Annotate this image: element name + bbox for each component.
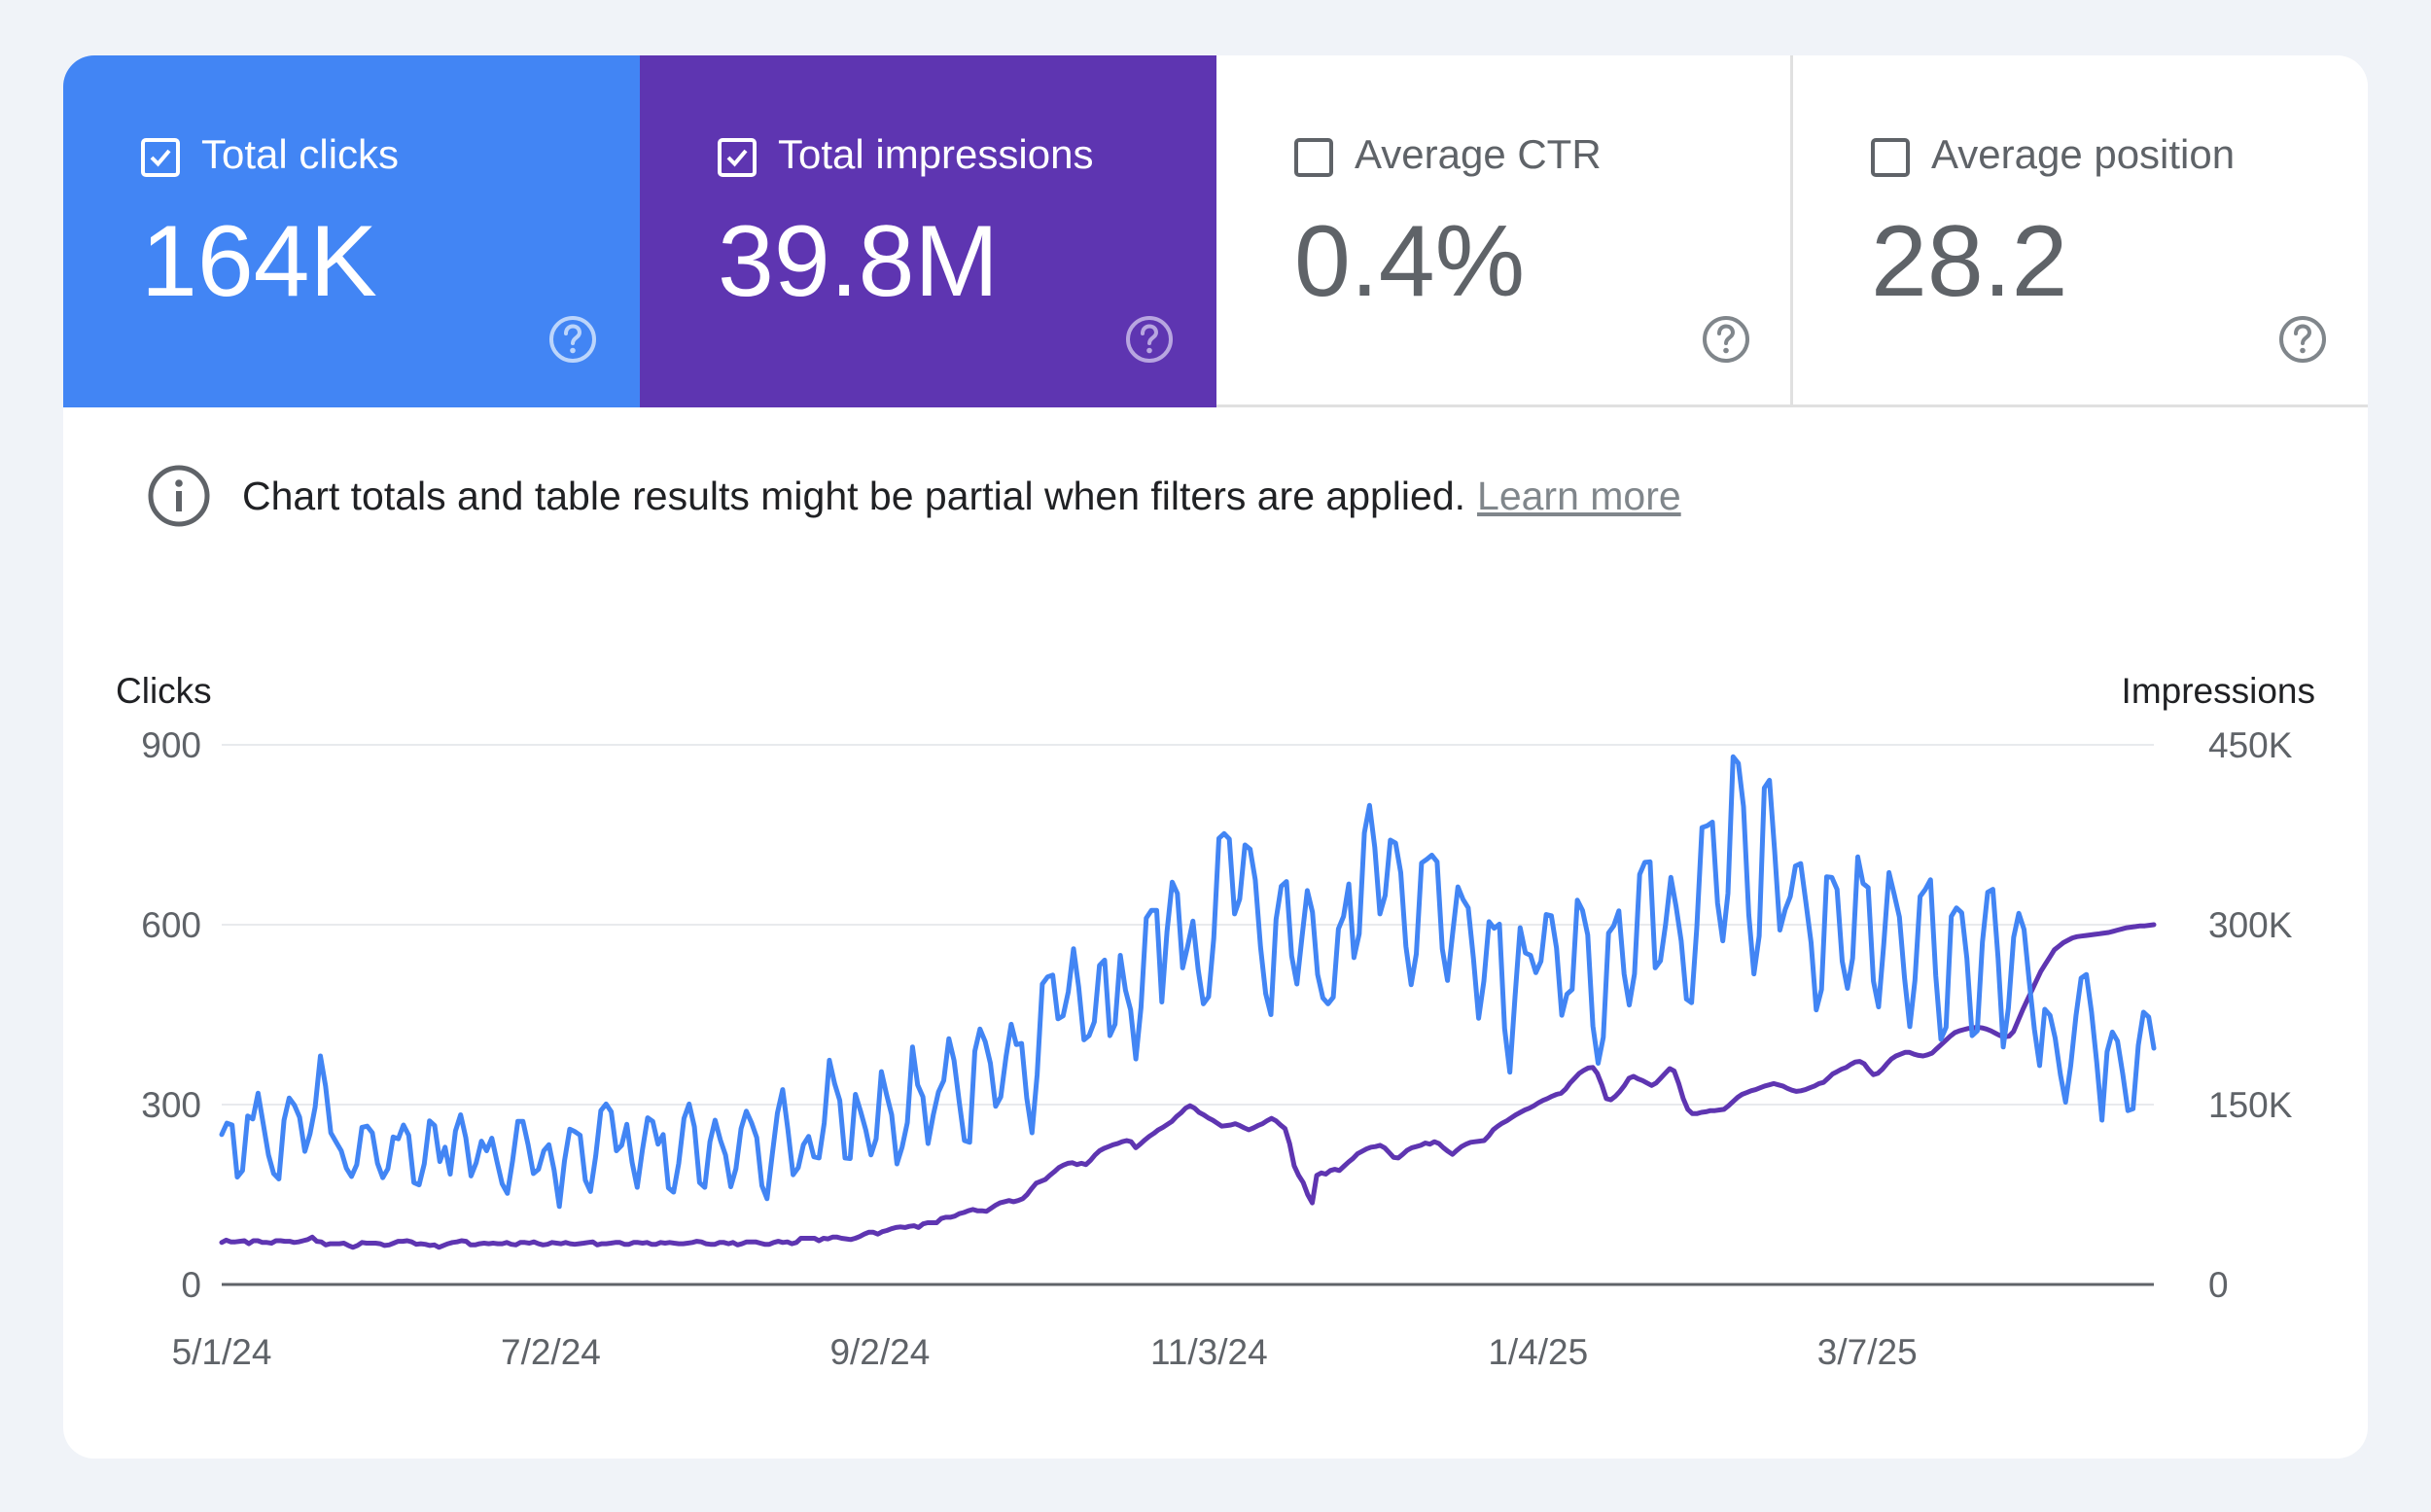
average-position-label: Average position <box>1931 131 2236 177</box>
partial-data-notice: Chart totals and table results might be … <box>147 462 1681 530</box>
total-clicks-tab[interactable]: Total clicks 164K <box>63 55 640 407</box>
average-ctr-label: Average CTR <box>1355 131 1602 177</box>
y-right-axis-title: Impressions <box>2122 671 2315 711</box>
total-impressions-value: 39.8M <box>718 205 1000 318</box>
metric-tabs: Total clicks 164K Total impressions 39.8… <box>63 55 2368 407</box>
x-tick-labels: 5/1/24 7/2/24 9/2/24 11/3/24 1/4/25 3/7/25 <box>172 1332 1918 1372</box>
gridlines <box>222 744 2154 1286</box>
y-left-axis-title: Clicks <box>116 671 212 711</box>
average-ctr-value: 0.4% <box>1294 205 1526 318</box>
checkmark-icon <box>726 149 748 167</box>
y-left-tick-label: 900 <box>141 725 201 765</box>
impressions-series-line <box>219 922 2157 1250</box>
y-left-tick-label: 0 <box>181 1265 201 1305</box>
y-right-tick-label: 450K <box>2208 725 2293 765</box>
y-right-tick-label: 0 <box>2208 1265 2229 1305</box>
performance-card: Total clicks 164K Total impressions 39.8… <box>63 55 2368 1459</box>
x-tick-label: 5/1/24 <box>172 1332 272 1372</box>
info-icon <box>148 465 210 527</box>
total-impressions-tab[interactable]: Total impressions 39.8M <box>640 55 1216 407</box>
learn-more-link[interactable]: Learn more <box>1477 473 1681 518</box>
checkmark-icon <box>150 149 171 167</box>
average-ctr-checkbox[interactable] <box>1294 138 1333 177</box>
average-position-value: 28.2 <box>1871 205 2068 318</box>
y-right-tick-labels: 0 150K 300K 450K <box>2208 725 2293 1305</box>
chart-series <box>219 754 2157 1250</box>
y-left-tick-labels: 0 300 600 900 <box>141 725 201 1305</box>
notice-text: Chart totals and table results might be … <box>242 473 1466 518</box>
x-tick-label: 7/2/24 <box>501 1332 601 1372</box>
y-left-tick-label: 600 <box>141 905 201 945</box>
clicks-series-line <box>219 754 2157 1210</box>
help-icon[interactable] <box>1124 314 1175 365</box>
help-icon[interactable] <box>2277 314 2328 365</box>
y-right-tick-label: 300K <box>2208 905 2293 945</box>
x-tick-label: 3/7/25 <box>1817 1332 1918 1372</box>
help-icon[interactable] <box>1701 314 1751 365</box>
performance-chart: Clicks Impressions 0 300 600 900 0 150K 300K 4… <box>116 671 2315 1372</box>
y-left-tick-label: 300 <box>141 1085 201 1125</box>
total-impressions-label: Total impressions <box>778 131 1094 177</box>
average-position-tab[interactable]: Average position 28.2 <box>1793 55 2368 407</box>
total-clicks-label: Total clicks <box>201 131 400 177</box>
x-tick-label: 11/3/24 <box>1150 1332 1268 1372</box>
help-icon[interactable] <box>547 314 598 365</box>
total-clicks-value: 164K <box>141 205 377 318</box>
average-ctr-tab[interactable]: Average CTR 0.4% <box>1216 55 1793 407</box>
y-right-tick-label: 150K <box>2208 1085 2293 1125</box>
total-impressions-checkbox[interactable] <box>718 138 757 177</box>
x-tick-label: 9/2/24 <box>829 1332 930 1372</box>
x-tick-label: 1/4/25 <box>1488 1332 1588 1372</box>
total-clicks-checkbox[interactable] <box>141 138 180 177</box>
average-position-checkbox[interactable] <box>1871 138 1910 177</box>
